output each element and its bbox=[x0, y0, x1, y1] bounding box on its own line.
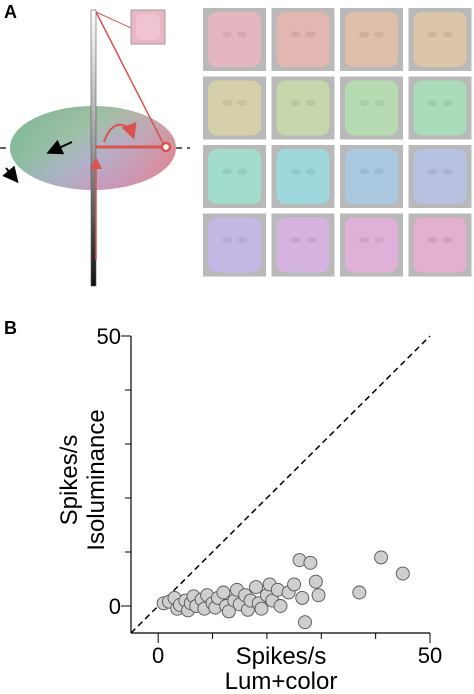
data-point bbox=[303, 555, 318, 570]
data-point bbox=[273, 599, 288, 613]
data-point bbox=[298, 615, 312, 630]
stimulus-tile bbox=[203, 145, 266, 208]
stimulus-tile bbox=[340, 76, 403, 140]
y-tick-label-50: 50 bbox=[97, 324, 121, 349]
stimulus-tile bbox=[340, 145, 403, 208]
data-point bbox=[311, 588, 326, 603]
stimulus-tile bbox=[271, 213, 335, 277]
x-tick-label-50: 50 bbox=[418, 643, 442, 668]
stimulus-tile bbox=[408, 145, 472, 208]
data-point bbox=[249, 580, 263, 595]
stimulus-tile bbox=[203, 213, 266, 277]
stimulus-tile bbox=[340, 8, 403, 71]
rotation-arrow-red bbox=[103, 122, 137, 143]
stimulus-grid bbox=[203, 8, 472, 277]
data-point bbox=[254, 601, 269, 616]
stimulus-tile bbox=[271, 145, 335, 208]
data-point bbox=[216, 585, 231, 600]
stimulus-tile bbox=[408, 76, 472, 140]
stimulus-tile bbox=[340, 213, 403, 277]
stimulus-tile bbox=[271, 76, 335, 140]
data-point bbox=[287, 577, 302, 592]
data-point bbox=[308, 574, 323, 589]
x-axis-title-line1: Spikes/s bbox=[236, 643, 327, 670]
y-axis-title-line2: Isoluminance bbox=[83, 409, 110, 550]
x-axis-title-line2: Lum+color bbox=[225, 668, 338, 694]
x-tick-label-0: 0 bbox=[152, 643, 164, 668]
stimulus-tile bbox=[408, 213, 472, 277]
projection-line-top bbox=[95, 11, 164, 144]
stimulus-tile bbox=[408, 8, 472, 71]
y-tick-label-0: 0 bbox=[109, 594, 121, 619]
y-axis-title-line1: Spikes/s bbox=[56, 435, 83, 526]
panel-label-a: A bbox=[4, 2, 17, 22]
stimulus-tile bbox=[271, 8, 335, 71]
stimulus-tile bbox=[203, 8, 266, 71]
data-point bbox=[295, 590, 310, 605]
data-point bbox=[395, 566, 410, 581]
data-point bbox=[352, 585, 367, 600]
tilt-arrow-black bbox=[2, 165, 19, 184]
rotation-arrow-black bbox=[46, 139, 73, 155]
data-point bbox=[374, 550, 389, 565]
stimulus-point bbox=[160, 141, 172, 153]
panel-label-b: B bbox=[4, 318, 17, 338]
stimulus-tile bbox=[203, 76, 266, 140]
unity-line bbox=[130, 335, 431, 634]
